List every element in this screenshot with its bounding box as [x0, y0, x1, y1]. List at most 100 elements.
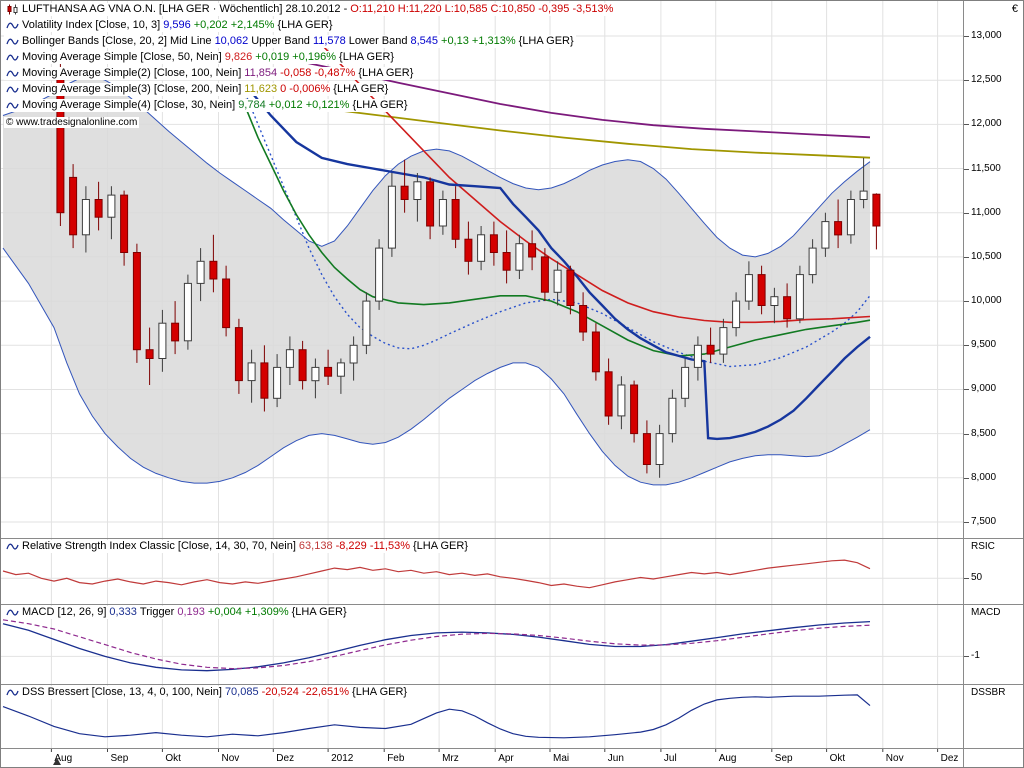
sma-50[interactable]: [321, 44, 871, 324]
candle-body: [553, 269, 562, 293]
month-label: Feb: [387, 753, 405, 764]
month-label: Aug: [719, 753, 737, 764]
time-axis-canvas: Aug Sep Okt Nov Dez 2012 Feb Mrz Apr Mai Jun Jul Aug…: [50, 748, 958, 764]
legend-macd[interactable]: MACD [12, 26, 9] 0,333 Trigger 0,193 +0,…: [4, 606, 349, 619]
sma-30[interactable]: [244, 106, 871, 357]
candle-body: [222, 278, 231, 329]
candle-body: [528, 243, 537, 258]
bollinger-lower-band[interactable]: [2, 247, 871, 486]
legend-text: Moving Average Simple(3) [Close, 200, Ne…: [22, 83, 242, 95]
candle-body: [400, 185, 409, 200]
candle-body: [451, 199, 460, 240]
price-chart-canvas[interactable]: [1, 1, 963, 538]
month-label: Dez: [276, 753, 294, 764]
month-label: 2012: [331, 753, 354, 764]
bollinger-mid-line[interactable]: [244, 93, 871, 368]
price-axis-label: 11,000: [971, 207, 1001, 218]
dss-line[interactable]: [2, 694, 871, 739]
axis-tick: [964, 434, 969, 435]
candle-body: [834, 221, 843, 236]
dss-panel[interactable]: DSS Bressert [Close, 13, 4, 0, 100, Nein…: [1, 684, 963, 748]
legend-text: Volatility Index [Close, 10, 3]: [22, 19, 161, 31]
legend-text: 11,854: [244, 67, 278, 79]
rsi-line[interactable]: [2, 559, 871, 589]
month-label: Jun: [608, 753, 624, 764]
price-axis-label: 9,500: [971, 339, 997, 350]
indicator-icon: [6, 22, 19, 29]
legend-text: 70,085: [224, 686, 259, 698]
bollinger-band-area[interactable]: [3, 75, 870, 485]
legend-sma-30[interactable]: Moving Average Simple(4) [Close, 30, Nei…: [4, 99, 410, 112]
legend-dss[interactable]: DSS Bressert [Close, 13, 4, 0, 100, Nein…: [4, 686, 410, 699]
axis-tick: [964, 656, 969, 657]
panel-right-label: RSIC: [971, 541, 995, 552]
candles-layer[interactable]: [56, 58, 881, 478]
legend-text: 9,826: [224, 51, 253, 63]
candle-body: [336, 362, 345, 377]
legend-volatility-index[interactable]: Volatility Index [Close, 10, 3] 9,596 +0…: [4, 19, 335, 32]
month-label: Nov: [886, 753, 904, 764]
indicator-icon: [6, 689, 19, 696]
price-axis-label: 10,500: [971, 251, 1002, 262]
legend-rsi[interactable]: Relative Strength Index Classic [Close, …: [4, 540, 471, 553]
legend-text: Upper Band: [251, 35, 310, 47]
axis-start-marker[interactable]: [53, 758, 61, 765]
legend-text: {LHA GER}: [352, 99, 408, 111]
candle-body: [655, 433, 664, 466]
legend-sma-100[interactable]: Moving Average Simple(2) [Close, 100, Ne…: [4, 67, 416, 80]
candle-body: [770, 296, 779, 307]
candle-body: [821, 221, 830, 249]
price-axis-label: 8,000: [971, 472, 997, 483]
indicator-icon: [6, 609, 19, 616]
instrument-header[interactable]: LUFTHANSA AG VNA O.N. [LHA GER · Wöchent…: [4, 3, 616, 16]
legend-text: +0,004 +1,309%: [207, 606, 289, 618]
legend-text: {LHA GER}: [339, 51, 395, 63]
legend-text: Moving Average Simple [Close, 50, Nein]: [22, 51, 222, 63]
legend-text: Trigger: [139, 606, 175, 618]
macd-trigger-line[interactable]: [2, 619, 871, 670]
candle-body: [209, 260, 218, 280]
legend-text: {LHA GER}: [333, 83, 389, 95]
bollinger-upper-band[interactable]: [2, 75, 871, 258]
price-axis-column[interactable]: € 13,000 12,500 12,000 11,500 11,000 10,500 10…: [963, 1, 1023, 767]
axis-tick: [964, 345, 969, 346]
macd-chart-canvas[interactable]: [1, 604, 963, 684]
month-label: Jul: [664, 753, 677, 764]
copyright: © www.tradesignalonline.com: [4, 117, 140, 128]
legend-bollinger-bands[interactable]: Bollinger Bands [Close, 20, 2] Mid Line …: [4, 35, 576, 48]
time-axis[interactable]: Aug Sep Okt Nov Dez 2012 Feb Mrz Apr Mai Jun Jul Aug…: [1, 748, 963, 767]
month-label: Mai: [553, 753, 569, 764]
candle-body: [515, 243, 524, 271]
rsi-panel[interactable]: Relative Strength Index Classic [Close, …: [1, 538, 963, 604]
candle-body: [668, 397, 677, 435]
legend-text: {LHA GER}: [291, 606, 347, 618]
price-panel[interactable]: LUFTHANSA AG VNA O.N. [LHA GER · Wöchent…: [1, 1, 963, 538]
axis-tick: [964, 80, 969, 81]
candle-body: [502, 252, 511, 271]
legend-text: 63,138: [298, 540, 333, 552]
panel-axis-label: -1: [971, 650, 980, 661]
price-axis-label: 13,000: [971, 30, 1002, 41]
legend-sma-200[interactable]: Moving Average Simple(3) [Close, 200, Ne…: [4, 83, 391, 96]
axis-tick: [964, 578, 969, 579]
macd-line[interactable]: [2, 620, 871, 672]
candle-body: [387, 185, 396, 249]
panel-separator: [1, 684, 1023, 685]
candle-body: [234, 327, 243, 382]
axis-tick: [964, 478, 969, 479]
macd-panel[interactable]: MACD [12, 26, 9] 0,333 Trigger 0,193 +0,…: [1, 604, 963, 684]
legend-text: +0,019 +0,196%: [255, 51, 337, 63]
month-label: Sep: [111, 753, 129, 764]
currency-label: €: [1011, 3, 1018, 15]
legend-text: {LHA GER}: [352, 686, 408, 698]
volatility-index[interactable]: [244, 83, 871, 441]
candle-body: [795, 274, 804, 320]
candle-body: [489, 234, 498, 254]
legend-sma-50[interactable]: Moving Average Simple [Close, 50, Nein] …: [4, 51, 397, 64]
candle-body: [311, 366, 320, 382]
candle-body: [477, 234, 486, 262]
legend-text: 8,545: [410, 35, 439, 47]
price-axis-label: 8,500: [971, 428, 997, 439]
candle-body: [285, 349, 294, 368]
